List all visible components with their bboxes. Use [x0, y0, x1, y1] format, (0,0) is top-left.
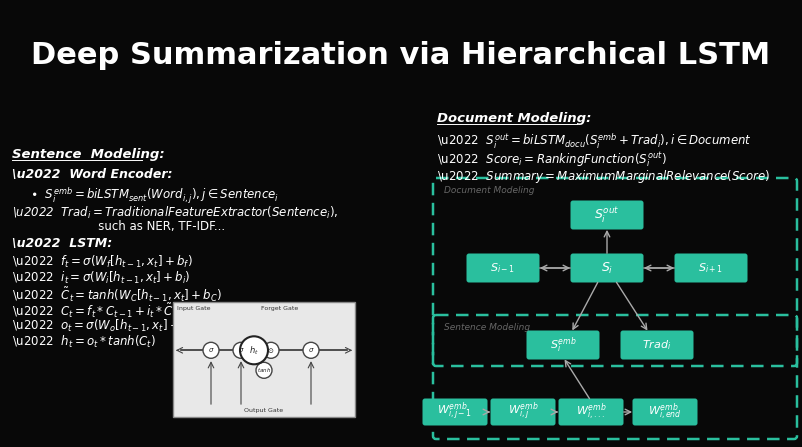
FancyBboxPatch shape: [620, 330, 693, 359]
Text: such as NER, TF-IDF...: such as NER, TF-IDF...: [12, 220, 225, 233]
Text: Sentence  Modeling:: Sentence Modeling:: [12, 148, 164, 161]
Text: Document Modeling:: Document Modeling:: [436, 112, 590, 125]
Text: Document Modeling: Document Modeling: [444, 186, 534, 195]
Text: \u2022  $Summary = MaximumMarginalRelevance(Score)$: \u2022 $Summary = MaximumMarginalRelevan…: [436, 168, 769, 185]
Text: \u2022  $o_t = \sigma(W_o[h_{t-1}, x_t] + b_o)$: \u2022 $o_t = \sigma(W_o[h_{t-1}, x_t] +…: [12, 318, 200, 334]
FancyBboxPatch shape: [172, 302, 354, 417]
Text: \u2022  LSTM:: \u2022 LSTM:: [12, 237, 112, 250]
Text: $W_{i,j}^{emb}$: $W_{i,j}^{emb}$: [507, 401, 537, 423]
Text: \u2022  $i_t = \sigma(W_i[h_{t-1}, x_t] + b_i)$: \u2022 $i_t = \sigma(W_i[h_{t-1}, x_t] +…: [12, 270, 190, 286]
Text: \u2022  $C_t = f_t * C_{t-1} + i_t * \tilde{C}_t$: \u2022 $C_t = f_t * C_{t-1} + i_t * \til…: [12, 302, 177, 320]
Circle shape: [203, 342, 219, 358]
FancyBboxPatch shape: [526, 330, 599, 359]
Text: $\sigma$: $\sigma$: [307, 346, 314, 354]
Text: Deep Summarization via Hierarchical LSTM: Deep Summarization via Hierarchical LSTM: [31, 41, 770, 69]
Text: $\bullet$  $S_i^{emb} = biLSTM_{sent}(Word_{i,j}), j \in Sentence_i$: $\bullet$ $S_i^{emb} = biLSTM_{sent}(Wor…: [30, 185, 279, 205]
Text: $S_{i+1}$: $S_{i+1}$: [698, 261, 723, 275]
FancyBboxPatch shape: [466, 253, 539, 283]
Text: $W_{i,...}^{emb}$: $W_{i,...}^{emb}$: [575, 401, 606, 422]
Text: $tanh$: $tanh$: [257, 366, 271, 374]
Text: \u2022  $Score_i = RankingFunction(S_i^{out})$: \u2022 $Score_i = RankingFunction(S_i^{o…: [436, 151, 666, 170]
FancyBboxPatch shape: [569, 201, 642, 229]
Text: $\sigma$: $\sigma$: [208, 346, 214, 354]
Text: Sentence Modeling: Sentence Modeling: [444, 323, 529, 332]
Text: $S_i$: $S_i$: [600, 261, 613, 275]
FancyBboxPatch shape: [422, 398, 487, 426]
Text: $\sigma$: $\sigma$: [237, 346, 244, 354]
Text: \u2022  $Trad_i = TraditionalFeatureExtractor(Sentence_i),$: \u2022 $Trad_i = TraditionalFeatureExtra…: [12, 205, 338, 221]
Text: \u2022  $f_t = \sigma(W_f[h_{t-1}, x_t] + b_f)$: \u2022 $f_t = \sigma(W_f[h_{t-1}, x_t] +…: [12, 254, 192, 270]
Text: Forget Gate: Forget Gate: [261, 306, 298, 311]
Text: $S_i^{emb}$: $S_i^{emb}$: [549, 335, 576, 355]
Text: $Trad_i$: $Trad_i$: [642, 338, 670, 352]
FancyBboxPatch shape: [674, 253, 747, 283]
Text: $h_t$: $h_t$: [249, 344, 258, 357]
Text: $W_{i,j-1}^{emb}$: $W_{i,j-1}^{emb}$: [437, 401, 472, 423]
FancyBboxPatch shape: [569, 253, 642, 283]
Text: $S_{i-1}$: $S_{i-1}$: [490, 261, 515, 275]
Circle shape: [233, 342, 249, 358]
Text: Input Gate: Input Gate: [176, 306, 210, 311]
FancyBboxPatch shape: [558, 398, 622, 426]
Text: $W_{i,end}^{emb}$: $W_{i,end}^{emb}$: [647, 401, 681, 422]
Text: \u2022  $h_t = o_t * tanh(C_t)$: \u2022 $h_t = o_t * tanh(C_t)$: [12, 334, 156, 350]
Circle shape: [256, 363, 272, 378]
FancyBboxPatch shape: [490, 398, 555, 426]
Text: $S_i^{out}$: $S_i^{out}$: [593, 205, 619, 225]
FancyBboxPatch shape: [632, 398, 697, 426]
Circle shape: [240, 336, 268, 364]
Circle shape: [302, 342, 318, 358]
Circle shape: [263, 342, 278, 358]
Text: \u2022  $S_i^{out} = biLSTM_{docu}(S_i^{emb} + Trad_i), i \in Document$: \u2022 $S_i^{out} = biLSTM_{docu}(S_i^{e…: [436, 132, 751, 152]
Text: $\odot$: $\odot$: [267, 346, 274, 355]
Text: \u2022  Word Encoder:: \u2022 Word Encoder:: [12, 168, 172, 181]
Text: Output Gate: Output Gate: [244, 408, 283, 413]
Text: \u2022  $\tilde{C}_t = tanh(W_C[h_{t-1}, x_t] + b_C)$: \u2022 $\tilde{C}_t = tanh(W_C[h_{t-1}, …: [12, 286, 221, 304]
